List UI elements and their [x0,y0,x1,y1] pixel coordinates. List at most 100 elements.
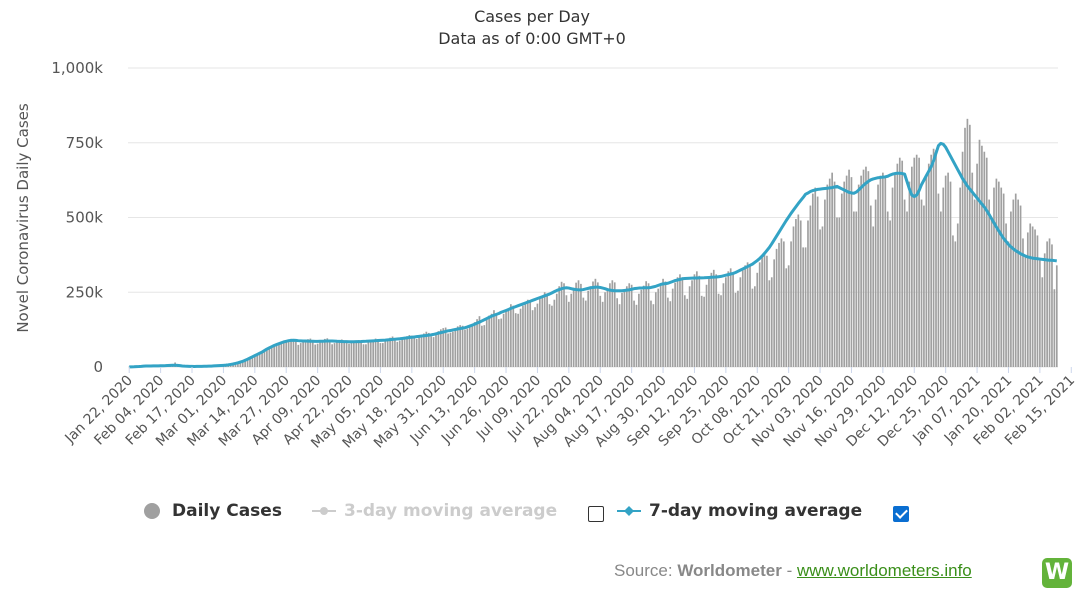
daily-cases-bar[interactable] [679,274,681,367]
daily-cases-bar[interactable] [514,313,517,367]
daily-cases-bar[interactable] [898,157,901,367]
daily-cases-bar[interactable] [886,211,889,367]
daily-cases-bar[interactable] [423,333,425,367]
daily-cases-bar[interactable] [882,172,884,367]
daily-cases-bar[interactable] [447,333,449,367]
daily-cases-bar[interactable] [456,326,459,367]
daily-cases-bar[interactable] [782,241,785,367]
daily-cases-bar[interactable] [468,326,471,367]
daily-cases-bar[interactable] [674,282,676,367]
daily-cases-bar[interactable] [357,340,360,367]
daily-cases-bar[interactable] [884,175,887,367]
daily-cases-bar[interactable] [256,354,259,367]
daily-cases-bar[interactable] [560,281,563,367]
daily-cases-bar[interactable] [500,318,503,367]
daily-cases-bar[interactable] [572,287,575,367]
daily-cases-bar[interactable] [693,274,696,367]
daily-cases-bar[interactable] [592,281,594,367]
daily-cases-bar[interactable] [570,293,573,367]
daily-cases-bar[interactable] [930,154,933,367]
daily-cases-bar[interactable] [949,181,952,367]
daily-cases-bar[interactable] [990,217,993,368]
daily-cases-bar[interactable] [947,172,949,367]
daily-cases-bar[interactable] [645,281,647,367]
daily-cases-bar[interactable] [1029,223,1032,367]
daily-cases-bar[interactable] [988,199,990,367]
daily-cases-bar[interactable] [444,327,447,367]
daily-cases-bar[interactable] [401,338,404,367]
daily-cases-bar[interactable] [531,310,534,367]
daily-cases-bar[interactable] [502,313,505,367]
daily-cases-bar[interactable] [377,339,379,367]
daily-cases-bar[interactable] [927,163,930,367]
daily-cases-bar[interactable] [869,205,872,367]
daily-cases-bar[interactable] [616,298,618,367]
daily-cases-bar[interactable] [638,293,640,367]
daily-cases-bar[interactable] [565,295,568,367]
daily-cases-bar[interactable] [807,220,809,367]
daily-cases-bar[interactable] [1041,277,1044,367]
daily-cases-bar[interactable] [488,315,490,367]
daily-cases-bar[interactable] [1010,211,1012,367]
daily-cases-bar[interactable] [952,235,954,367]
daily-cases-bar[interactable] [396,341,399,367]
daily-cases-bar[interactable] [657,288,660,367]
daily-cases-bar[interactable] [985,157,988,367]
daily-cases-bar[interactable] [338,340,341,367]
daily-cases-bar[interactable] [348,343,350,367]
daily-cases-bar[interactable] [406,336,408,367]
daily-cases-bar[interactable] [708,278,710,367]
daily-cases-bar[interactable] [449,332,452,367]
daily-cases-bar[interactable] [1036,235,1039,367]
daily-cases-bar[interactable] [340,339,343,367]
daily-cases-bar[interactable] [1017,199,1019,367]
daily-cases-bar[interactable] [920,199,923,367]
daily-cases-bar[interactable] [775,248,778,367]
daily-cases-bar[interactable] [343,341,346,367]
daily-cases-bar[interactable] [816,196,819,367]
daily-cases-bar[interactable] [867,171,870,367]
daily-cases-bar[interactable] [831,172,833,367]
daily-cases-bar[interactable] [575,282,577,367]
daily-cases-bar[interactable] [321,340,324,367]
daily-cases-bar[interactable] [237,362,239,367]
daily-cases-bar[interactable] [362,344,365,367]
daily-cases-bar[interactable] [613,282,616,367]
daily-cases-bar[interactable] [316,343,319,367]
daily-cases-bar[interactable] [681,277,684,367]
daily-cases-bar[interactable] [1014,193,1017,367]
daily-cases-bar[interactable] [517,313,519,367]
daily-cases-bar[interactable] [442,328,445,367]
daily-cases-bar[interactable] [594,278,597,367]
daily-cases-bar[interactable] [555,293,558,367]
daily-cases-bar[interactable] [331,344,333,367]
daily-cases-bar[interactable] [505,310,507,367]
daily-cases-bar[interactable] [609,283,611,367]
daily-cases-bar[interactable] [911,166,913,367]
daily-cases-bar[interactable] [1031,226,1034,367]
daily-cases-bar[interactable] [787,265,790,367]
daily-cases-bar[interactable] [1002,193,1005,367]
daily-cases-bar[interactable] [258,352,261,367]
daily-cases-bar[interactable] [993,187,995,367]
daily-cases-bar[interactable] [410,335,413,367]
daily-cases-bar[interactable] [391,336,394,368]
daily-cases-bar[interactable] [855,211,858,367]
daily-cases-bar[interactable] [971,172,974,367]
daily-cases-bar[interactable] [432,337,435,367]
daily-cases-bar[interactable] [355,341,358,367]
daily-cases-bar[interactable] [744,265,747,367]
daily-cases-bar[interactable] [700,295,703,367]
daily-cases-bar[interactable] [606,288,609,367]
daily-cases-bar[interactable] [664,281,667,367]
daily-cases-bar[interactable] [918,157,920,367]
daily-cases-bar[interactable] [452,331,454,367]
daily-cases-bar[interactable] [372,340,375,367]
daily-cases-bar[interactable] [959,187,962,367]
source-link[interactable]: www.worldometers.info [796,561,972,580]
daily-cases-bar[interactable] [328,341,331,367]
daily-cases-bar[interactable] [551,305,553,367]
daily-cases-bar[interactable] [253,355,256,367]
daily-cases-bar[interactable] [311,340,314,367]
daily-cases-bar[interactable] [756,272,759,367]
